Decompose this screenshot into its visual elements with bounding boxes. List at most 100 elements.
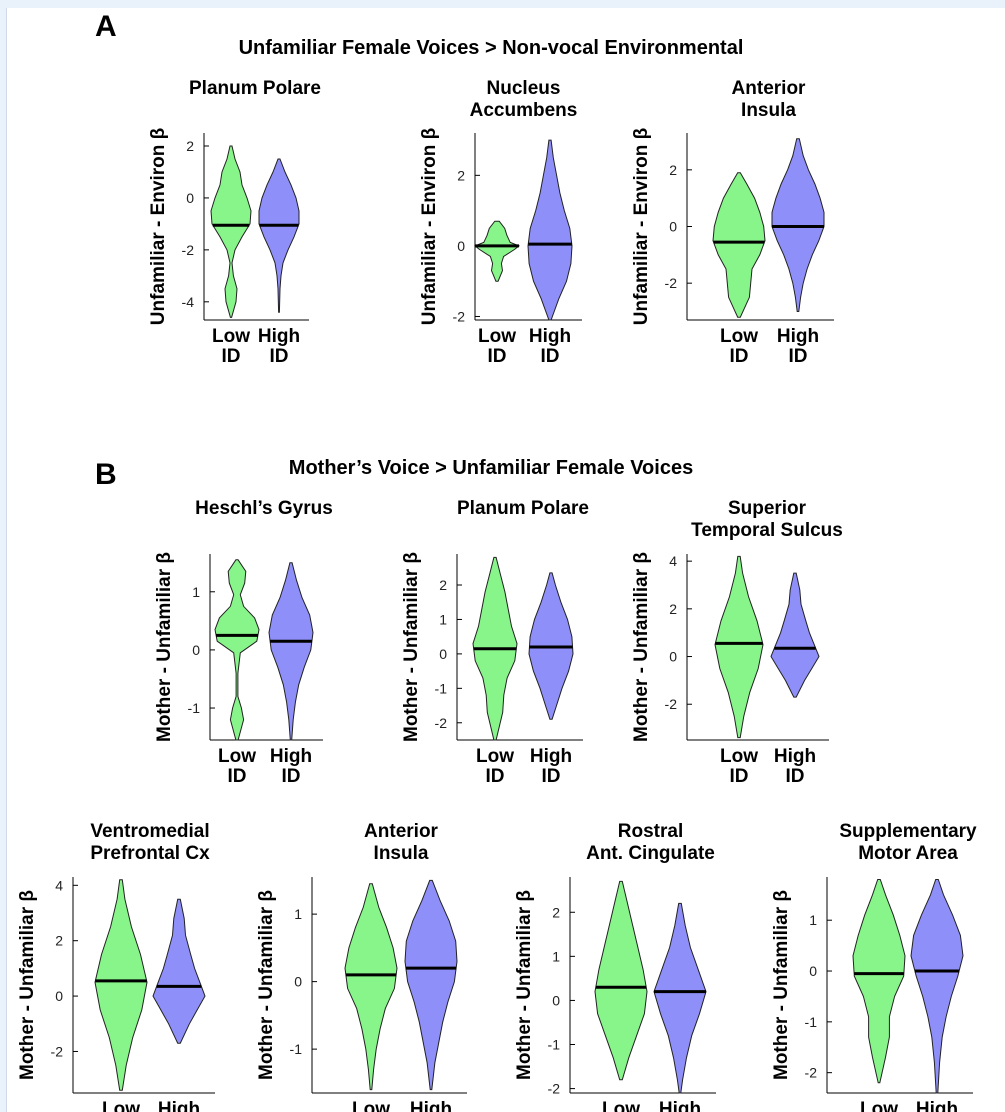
section-title-b: Mother’s Voice > Unfamiliar Female Voice… <box>289 457 693 479</box>
x-category-label: Low <box>478 326 516 347</box>
violin-low-id <box>474 220 520 282</box>
panel-planum-polare: Planum Polare 2 1 0 -1 -2 Mother - Unfamiliar … <box>401 498 589 787</box>
y-tick-label: -2 <box>51 1043 64 1059</box>
x-category-label: ID <box>228 766 247 787</box>
violin-low-id <box>594 880 648 1081</box>
x-category-label: High <box>529 326 571 347</box>
y-tick-label: 2 <box>186 138 194 154</box>
violin-low-id <box>712 172 766 318</box>
y-tick-label: 0 <box>669 219 677 235</box>
y-tick-label: 4 <box>55 877 63 893</box>
x-category-label: ID <box>282 766 301 787</box>
y-tick-label: -1 <box>435 680 448 696</box>
figure-svg: A Unfamiliar Female Voices > Non-vocal E… <box>17 10 977 1112</box>
y-tick-label: 2 <box>55 933 63 949</box>
y-tick-label: 0 <box>192 642 200 658</box>
x-category-label: Low <box>720 746 758 767</box>
x-category-label: Low <box>720 326 758 347</box>
x-category-label: High <box>530 746 572 767</box>
panel-title: Superior <box>728 498 807 519</box>
section-letter-a: A <box>95 10 117 43</box>
x-category-label: ID <box>488 346 507 367</box>
y-tick-label: -1 <box>805 1014 818 1030</box>
violin-low-id <box>214 559 260 741</box>
y-tick-label: 0 <box>457 238 465 254</box>
violin-low-id <box>94 879 148 1091</box>
violin-panels: Planum Polare 2 0 -2 -4 Unfamiliar - Environ … <box>17 78 977 1112</box>
panel-title: Prefrontal Cx <box>90 843 210 864</box>
x-category-label: ID <box>486 766 505 787</box>
y-axis-label: Mother - Unfamiliar β <box>256 890 277 1080</box>
x-category-label: ID <box>786 766 805 787</box>
violin-high-id <box>152 898 206 1044</box>
y-tick-label: 2 <box>439 577 447 593</box>
x-category-label: High <box>777 326 819 347</box>
y-tick-label: 0 <box>294 974 302 990</box>
violin-low-id <box>344 883 398 1091</box>
y-tick-label: -2 <box>182 242 195 258</box>
violin-high-id <box>258 158 300 313</box>
x-category-label: ID <box>730 766 749 787</box>
panel-title: Ant. Cingulate <box>586 843 715 864</box>
x-category-label: Low <box>476 746 514 767</box>
y-axis-label: Mother - Unfamiliar β <box>631 552 652 742</box>
y-tick-label: -2 <box>548 1081 561 1097</box>
violin-high-id <box>653 902 707 1094</box>
panel-title: Anterior <box>732 78 807 99</box>
y-axis-label: Mother - Unfamiliar β <box>401 552 422 742</box>
x-category-label: Low <box>860 1099 898 1112</box>
panel-heschl-s-gyrus: Heschl’s Gyrus 1 0 -1 Mother - Unfamiliar β L… <box>154 498 333 787</box>
violin-high-id <box>527 139 573 321</box>
x-category-label: High <box>158 1099 200 1112</box>
x-category-label: High <box>774 746 816 767</box>
panel-planum-polare: Planum Polare 2 0 -2 -4 Unfamiliar - Environ … <box>148 78 321 367</box>
section-title-a: Unfamiliar Female Voices > Non-vocal Env… <box>239 37 744 59</box>
section-letter-b: B <box>95 458 117 491</box>
violin-low-id <box>852 879 906 1084</box>
panel-title: Supplementary <box>839 821 977 842</box>
y-axis-label: Unfamiliar - Environ β <box>148 128 169 325</box>
y-axis-label: Unfamiliar - Environ β <box>631 128 652 325</box>
x-category-label: ID <box>270 346 289 367</box>
x-category-label: ID <box>541 346 560 367</box>
x-category-label: Low <box>352 1099 390 1112</box>
x-category-label: Low <box>212 326 250 347</box>
panel-title: Motor Area <box>858 843 958 864</box>
y-tick-label: 2 <box>457 167 465 183</box>
violin-low-id <box>210 145 252 318</box>
y-tick-label: -2 <box>665 275 678 291</box>
y-axis-label: Mother - Unfamiliar β <box>771 890 792 1080</box>
panel-title: Insula <box>741 100 796 121</box>
y-axis-label: Unfamiliar - Environ β <box>419 128 440 325</box>
x-category-label: High <box>270 746 312 767</box>
x-category-label: High <box>410 1099 452 1112</box>
x-category-label: ID <box>542 766 561 787</box>
panel-title: Planum Polare <box>189 78 321 99</box>
panel-title: Rostral <box>618 821 683 842</box>
x-category-label: Low <box>602 1099 640 1112</box>
panel-title: Accumbens <box>470 100 578 121</box>
violin-high-id <box>268 562 314 741</box>
x-category-label: ID <box>730 346 749 367</box>
y-tick-label: 0 <box>809 963 817 979</box>
x-category-label: High <box>659 1099 701 1112</box>
y-axis-label: Mother - Unfamiliar β <box>17 890 38 1080</box>
panel-title: Insula <box>374 843 429 864</box>
violin-high-id <box>770 572 820 698</box>
y-axis-label: Mother - Unfamiliar β <box>514 890 535 1080</box>
y-tick-label: -2 <box>805 1065 818 1081</box>
y-tick-label: 1 <box>552 948 560 964</box>
violin-low-id <box>714 555 764 739</box>
panel-title: Anterior <box>364 821 439 842</box>
violin-high-id <box>404 879 458 1091</box>
x-category-label: Low <box>218 746 256 767</box>
x-category-label: High <box>258 326 300 347</box>
y-tick-label: -1 <box>548 1037 561 1053</box>
y-tick-label: 4 <box>669 553 677 569</box>
x-category-label: ID <box>789 346 808 367</box>
